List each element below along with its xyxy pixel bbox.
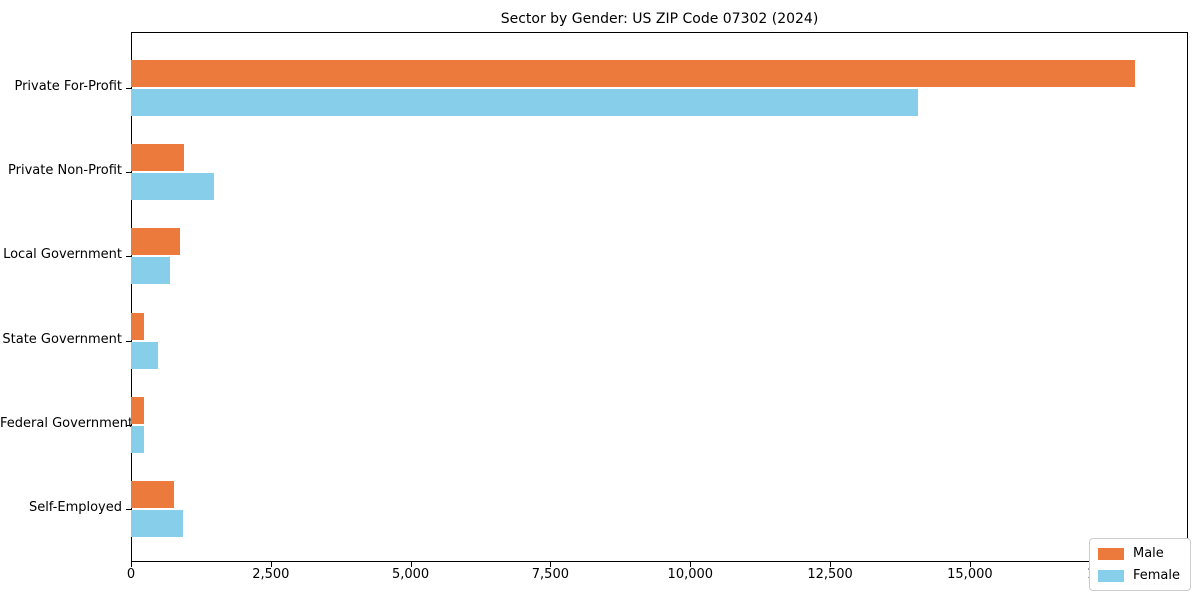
bar-male-state-government xyxy=(131,312,144,340)
female-swatch-icon xyxy=(1097,569,1124,582)
y-tick-mark-federal-government xyxy=(126,424,131,426)
category-label-federal-government: Federal Government xyxy=(0,415,134,431)
x-tick-mark-10000 xyxy=(690,562,692,567)
y-tick-mark-local-government xyxy=(126,256,131,258)
x-tick-mark-12500 xyxy=(830,562,832,567)
x-tick-label-2500: 2,500 xyxy=(252,567,290,582)
y-tick-mark-private-non-profit xyxy=(126,172,131,174)
x-tick-mark-15000 xyxy=(969,562,971,567)
category-label-private-non-profit: Private Non-Profit xyxy=(8,163,122,179)
bar-female-private-for-profit xyxy=(131,89,918,116)
category-label-private-for-profit: Private For-Profit xyxy=(14,79,122,94)
legend: Male Female xyxy=(1088,538,1191,591)
bar-female-federal-government xyxy=(131,425,144,453)
legend-item-female: Female xyxy=(1097,568,1180,583)
bar-female-self-employed xyxy=(131,510,183,537)
bar-female-private-non-profit xyxy=(131,173,214,201)
y-tick-mark-self-employed xyxy=(126,509,131,510)
bar-male-private-non-profit xyxy=(131,144,185,172)
male-swatch-icon xyxy=(1097,547,1124,560)
plot-area xyxy=(131,32,1188,562)
legend-label-male: Male xyxy=(1132,546,1164,561)
category-label-local-government: Local Government xyxy=(3,247,122,263)
y-tick-mark-private-for-profit xyxy=(126,88,131,89)
x-tick-mark-5000 xyxy=(410,562,412,567)
x-tick-label-5000: 5,000 xyxy=(391,567,430,582)
y-tick-mark-state-government xyxy=(126,340,131,342)
legend-label-female: Female xyxy=(1132,568,1180,583)
x-tick-mark-7500 xyxy=(550,562,552,567)
bar-male-federal-government xyxy=(131,396,144,424)
x-tick-label-10000: 10,000 xyxy=(667,567,714,582)
category-label-state-government: State Government xyxy=(2,331,122,347)
x-tick-label-12500: 12,500 xyxy=(807,567,853,582)
chart-title: Sector by Gender: US ZIP Code 07302 (202… xyxy=(500,11,819,27)
x-tick-label-0: 0 xyxy=(126,567,136,582)
bar-male-local-government xyxy=(131,228,180,256)
x-tick-label-15000: 15,000 xyxy=(947,567,993,582)
bar-female-state-government xyxy=(131,341,158,369)
bar-male-private-for-profit xyxy=(131,60,1135,87)
bar-male-self-employed xyxy=(131,481,175,508)
category-label-self-employed: Self-Employed xyxy=(28,500,122,515)
x-tick-label-7500: 7,500 xyxy=(531,567,569,582)
x-tick-mark-0 xyxy=(131,562,132,567)
bar-female-local-government xyxy=(131,257,171,285)
x-tick-mark-2500 xyxy=(270,562,272,567)
legend-item-male: Male xyxy=(1097,546,1180,561)
